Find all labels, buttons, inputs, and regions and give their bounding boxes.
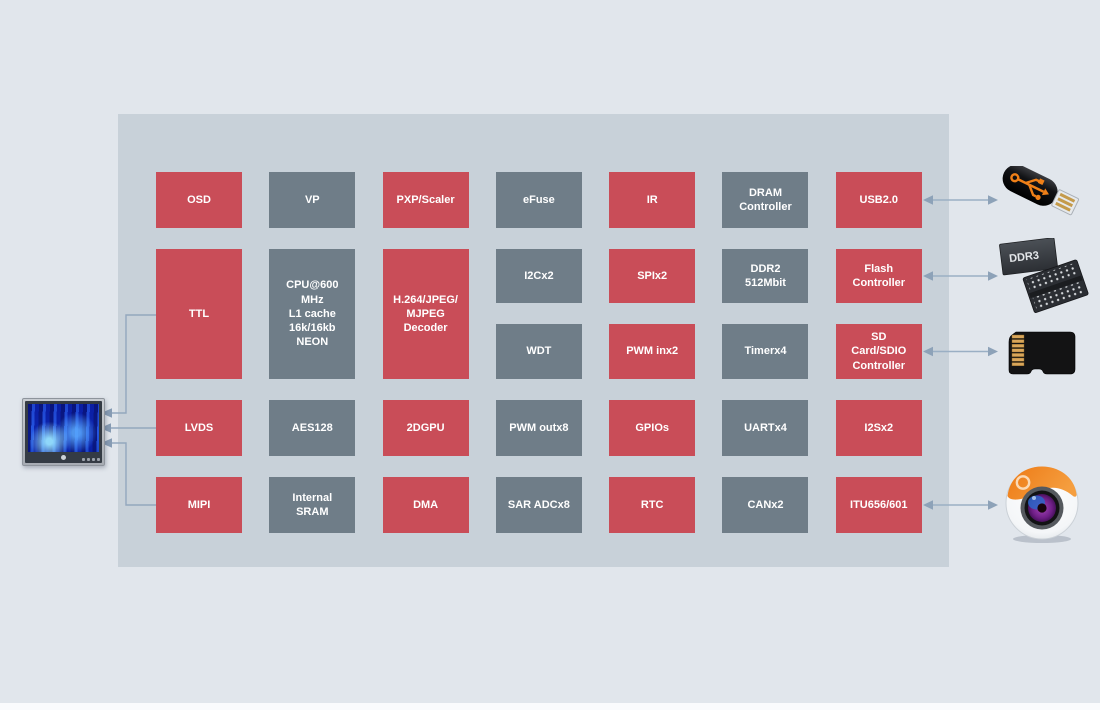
- block-dma: DMA: [382, 477, 469, 533]
- usb-flash-drive-image: [1002, 166, 1079, 216]
- block-gpios: GPIOs: [609, 400, 696, 456]
- block-spix2: SPIx2: [609, 249, 696, 303]
- microsd-card-image: [1008, 331, 1076, 375]
- block-efuse: eFuse: [495, 172, 582, 228]
- block-ttl: TTL: [156, 249, 242, 379]
- monitor-bezel: [25, 401, 102, 463]
- block-pxp-scaler: PXP/Scaler: [382, 172, 469, 228]
- block-pwm-in: PWM inx2: [609, 324, 696, 379]
- ddr3-memory-chips-image: DDR3: [999, 238, 1089, 313]
- soc-block-grid: OSD VP PXP/Scaler eFuse IR DRAM Controll…: [156, 172, 922, 533]
- block-vp: VP: [269, 172, 356, 228]
- block-sd-sdio-controller: SD Card/SDIO Controller: [835, 324, 922, 379]
- lcd-monitor-image: [22, 398, 105, 466]
- monitor-controls: [28, 453, 99, 461]
- block-itu656-601: ITU656/601: [835, 477, 922, 533]
- block-h264-decoder: H.264/JPEG/ MJPEG Decoder: [382, 249, 469, 379]
- block-2dgpu: 2DGPU: [382, 400, 469, 456]
- block-dram-controller: DRAM Controller: [722, 172, 809, 228]
- block-ir: IR: [609, 172, 696, 228]
- block-cpu: CPU@600 MHz L1 cache 16k/16kb NEON: [269, 249, 356, 379]
- block-internal-sram: Internal SRAM: [269, 477, 356, 533]
- block-timerx4: Timerx4: [722, 324, 809, 379]
- block-uartx4: UARTx4: [722, 400, 809, 456]
- block-aes128: AES128: [269, 400, 356, 456]
- block-i2sx2: I2Sx2: [835, 400, 922, 456]
- block-flash-controller: Flash Controller: [835, 249, 922, 303]
- monitor-screen: [28, 404, 99, 452]
- soc-panel: OSD VP PXP/Scaler eFuse IR DRAM Controll…: [118, 114, 949, 567]
- block-canx2: CANx2: [722, 477, 809, 533]
- monitor-power-button: [61, 454, 66, 460]
- monitor-buttons: [82, 458, 100, 461]
- block-sar-adc: SAR ADCx8: [495, 477, 582, 533]
- block-rtc: RTC: [609, 477, 696, 533]
- block-wdt: WDT: [495, 324, 582, 379]
- block-usb20: USB2.0: [835, 172, 922, 228]
- bottom-edge-strip: [0, 703, 1100, 710]
- block-i2cx2: I2Cx2: [495, 249, 582, 303]
- block-lvds: LVDS: [156, 400, 242, 456]
- ddr3-chip-label: DDR3: [1009, 250, 1040, 266]
- camera-lens-image: [1005, 466, 1079, 543]
- block-pwm-out: PWM outx8: [495, 400, 582, 456]
- block-mipi: MIPI: [156, 477, 242, 533]
- block-ddr2-512mbit: DDR2 512Mbit: [722, 249, 809, 303]
- block-osd: OSD: [156, 172, 242, 228]
